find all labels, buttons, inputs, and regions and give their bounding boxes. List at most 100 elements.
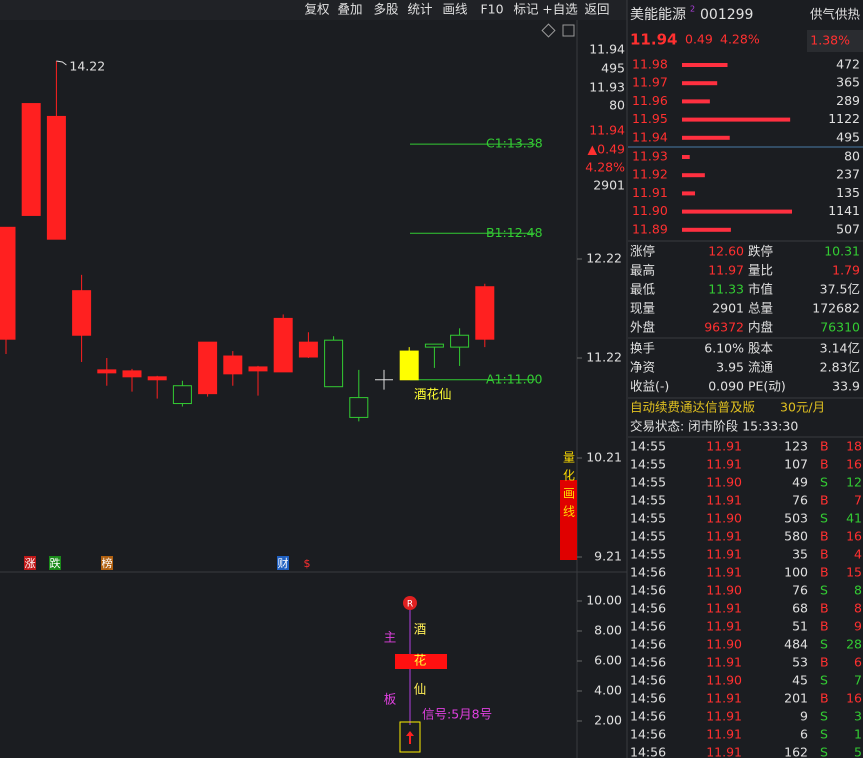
stat-value: 96372 <box>704 320 744 335</box>
marker-box <box>277 556 289 570</box>
book-volume: 365 <box>836 75 860 90</box>
toolbar-button[interactable]: 统计 <box>407 2 432 17</box>
candle-body <box>324 339 344 388</box>
ad: 30元/月 <box>780 400 825 415</box>
trade-side: B <box>820 547 829 562</box>
book-price: 11.92 <box>632 167 668 182</box>
ad: 自动续费通达信普及版 <box>630 400 756 415</box>
trade-time: 14:56 <box>630 691 666 706</box>
trade-time: 14:56 <box>630 601 666 616</box>
stat-value: 3.95 <box>716 360 744 375</box>
trade-volume: 503 <box>784 511 808 526</box>
marker: $ <box>304 557 311 570</box>
candle-body <box>223 355 243 375</box>
trade-price: 11.91 <box>706 601 742 616</box>
trade-price: 11.90 <box>706 583 742 598</box>
book-volume: 80 <box>844 149 860 164</box>
trade-count: 16 <box>846 529 862 544</box>
trade-price: 11.90 <box>706 637 742 652</box>
axis-quote: ▲0.49 <box>588 142 625 157</box>
price: 11.94 <box>630 31 677 49</box>
stat-value: 10.31 <box>824 244 860 259</box>
icon[interactable] <box>541 23 556 38</box>
trade-price: 11.90 <box>706 673 742 688</box>
toolbar-button[interactable]: 返回 <box>584 2 609 17</box>
axis-quote: 11.93 <box>589 80 625 95</box>
trade-side: B <box>820 655 829 670</box>
candle-body <box>21 103 41 216</box>
trade-count: 7 <box>854 493 862 508</box>
toolbar-button[interactable]: 叠加 <box>337 2 362 17</box>
trade-time: 14:56 <box>630 655 666 670</box>
trade-time: 14:56 <box>630 673 666 688</box>
axis-quote: 11.94 <box>589 42 625 57</box>
stat-value: 76310 <box>820 320 860 335</box>
toolbar-button[interactable]: F10 <box>480 2 503 17</box>
trade-count: 5 <box>854 745 862 758</box>
trade-count: 41 <box>846 511 862 526</box>
axis-quote: 11.94 <box>589 123 625 138</box>
side-tag: 量化画线 <box>562 451 576 523</box>
toolbar-button[interactable]: 标记 <box>513 2 539 17</box>
stat-label: 量比 <box>748 263 773 278</box>
icon[interactable] <box>562 24 575 37</box>
trade-price: 11.91 <box>706 565 742 580</box>
trade-count: 1 <box>854 727 862 742</box>
stat-label: 收益(-) <box>630 379 669 394</box>
axis-quote: 4.28% <box>585 160 625 175</box>
level-label: B1:12.48 <box>486 225 543 240</box>
candle-body <box>0 226 16 340</box>
stat-label: 总量 <box>748 301 773 316</box>
superscript: 2 <box>690 5 695 14</box>
marker: 涨 <box>25 557 36 570</box>
y-tick-label: 8.00 <box>594 623 622 638</box>
trade-volume: 76 <box>792 583 808 598</box>
candle-body <box>72 290 92 336</box>
trade-side: B <box>820 565 829 580</box>
indicator-label: 板 <box>384 692 397 707</box>
trade-side: B <box>820 457 829 472</box>
trade-time: 14:56 <box>630 583 666 598</box>
stat-value: 11.33 <box>708 282 744 297</box>
book-volume: 495 <box>836 129 860 144</box>
signal-arrow <box>406 731 414 744</box>
toolbar-button[interactable]: 多股 <box>373 2 399 17</box>
trade-volume: 45 <box>792 673 808 688</box>
trade-side: S <box>820 511 828 526</box>
book-volume: 1122 <box>828 111 860 126</box>
change-pct: 4.28% <box>720 32 760 47</box>
candle-body <box>298 341 318 358</box>
toolbar-button[interactable]: 复权 <box>304 2 330 17</box>
stat-value: 6.10% <box>704 341 744 356</box>
trade-price: 11.91 <box>706 547 742 562</box>
trade-side: S <box>820 745 828 758</box>
trade-count: 28 <box>846 637 862 652</box>
trade-time: 14:56 <box>630 619 666 634</box>
y-tick-label: 10.21 <box>586 449 622 464</box>
book-bar <box>682 81 718 86</box>
trade-volume: 53 <box>792 655 808 670</box>
trade-volume: 9 <box>800 709 808 724</box>
sector: 供气供热 <box>810 7 861 22</box>
trade-price: 11.90 <box>706 475 742 490</box>
toolbar-button[interactable]: +自选 <box>542 2 578 17</box>
trade-price: 11.91 <box>706 655 742 670</box>
trade-count: 9 <box>854 619 862 634</box>
book-volume: 1141 <box>828 203 860 218</box>
candle-body <box>424 343 444 348</box>
y-tick-label: 2.00 <box>594 713 622 728</box>
trade-count: 12 <box>846 475 862 490</box>
book-price: 11.91 <box>632 185 668 200</box>
trade-volume: 162 <box>784 745 808 758</box>
indicator-label: 主 <box>384 630 397 645</box>
trade-price: 11.91 <box>706 619 742 634</box>
trade-side: B <box>820 493 829 508</box>
trade-time: 14:55 <box>630 475 666 490</box>
signal-bar <box>395 654 447 669</box>
trade-price: 11.91 <box>706 493 742 508</box>
candle-body <box>172 385 192 405</box>
candle-body <box>399 350 419 381</box>
y-tick-label: 6.00 <box>594 653 622 668</box>
toolbar-button[interactable]: 画线 <box>442 2 468 17</box>
